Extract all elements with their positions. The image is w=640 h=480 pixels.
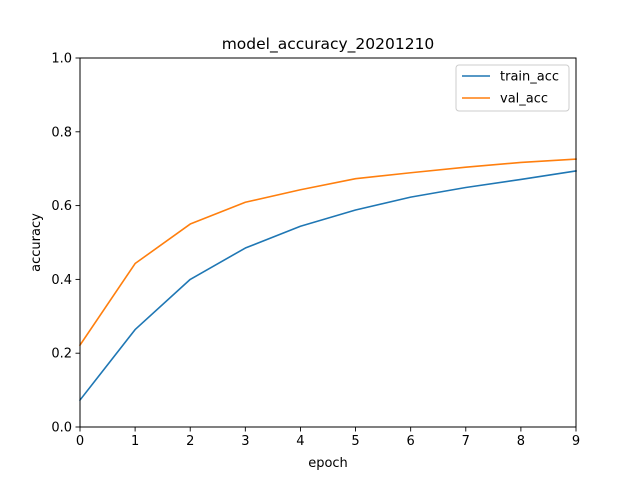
series-layer <box>78 158 577 402</box>
x-tick-label: 6 <box>407 434 415 449</box>
legend-label-train-acc: train_acc <box>500 70 559 85</box>
y-tick-label: 0.4 <box>51 273 72 288</box>
plot-area-frame <box>79 57 577 428</box>
x-axis-title: epoch <box>308 456 348 471</box>
y-tick-label: 0.2 <box>51 347 72 362</box>
y-axis: 0.0 0.2 0.4 0.6 0.8 1.0 <box>51 52 80 436</box>
chart-title: model_accuracy_20201210 <box>222 35 435 54</box>
y-tick-label: 1.0 <box>51 52 72 67</box>
x-tick-label: 7 <box>462 434 470 449</box>
x-tick-label: 8 <box>517 434 525 449</box>
series-line-val-acc <box>78 158 577 347</box>
x-tick-label: 1 <box>131 434 139 449</box>
x-tick-label: 3 <box>241 434 249 449</box>
x-tick-label: 0 <box>76 434 84 449</box>
series-line-train-acc <box>78 169 577 402</box>
y-axis-title: accuracy <box>29 213 44 272</box>
y-tick-label: 0.6 <box>51 199 72 214</box>
x-axis: 0 1 2 3 4 5 6 7 8 9 <box>76 427 580 449</box>
x-tick-label: 4 <box>296 434 304 449</box>
legend-label-val-acc: val_acc <box>500 92 548 107</box>
y-tick-label: 0.0 <box>51 421 72 436</box>
x-tick-label: 2 <box>186 434 194 449</box>
x-tick-label: 5 <box>351 434 359 449</box>
y-tick-label: 0.8 <box>51 125 72 140</box>
x-tick-label: 9 <box>572 434 580 449</box>
legend: train_acc val_acc <box>455 64 570 112</box>
